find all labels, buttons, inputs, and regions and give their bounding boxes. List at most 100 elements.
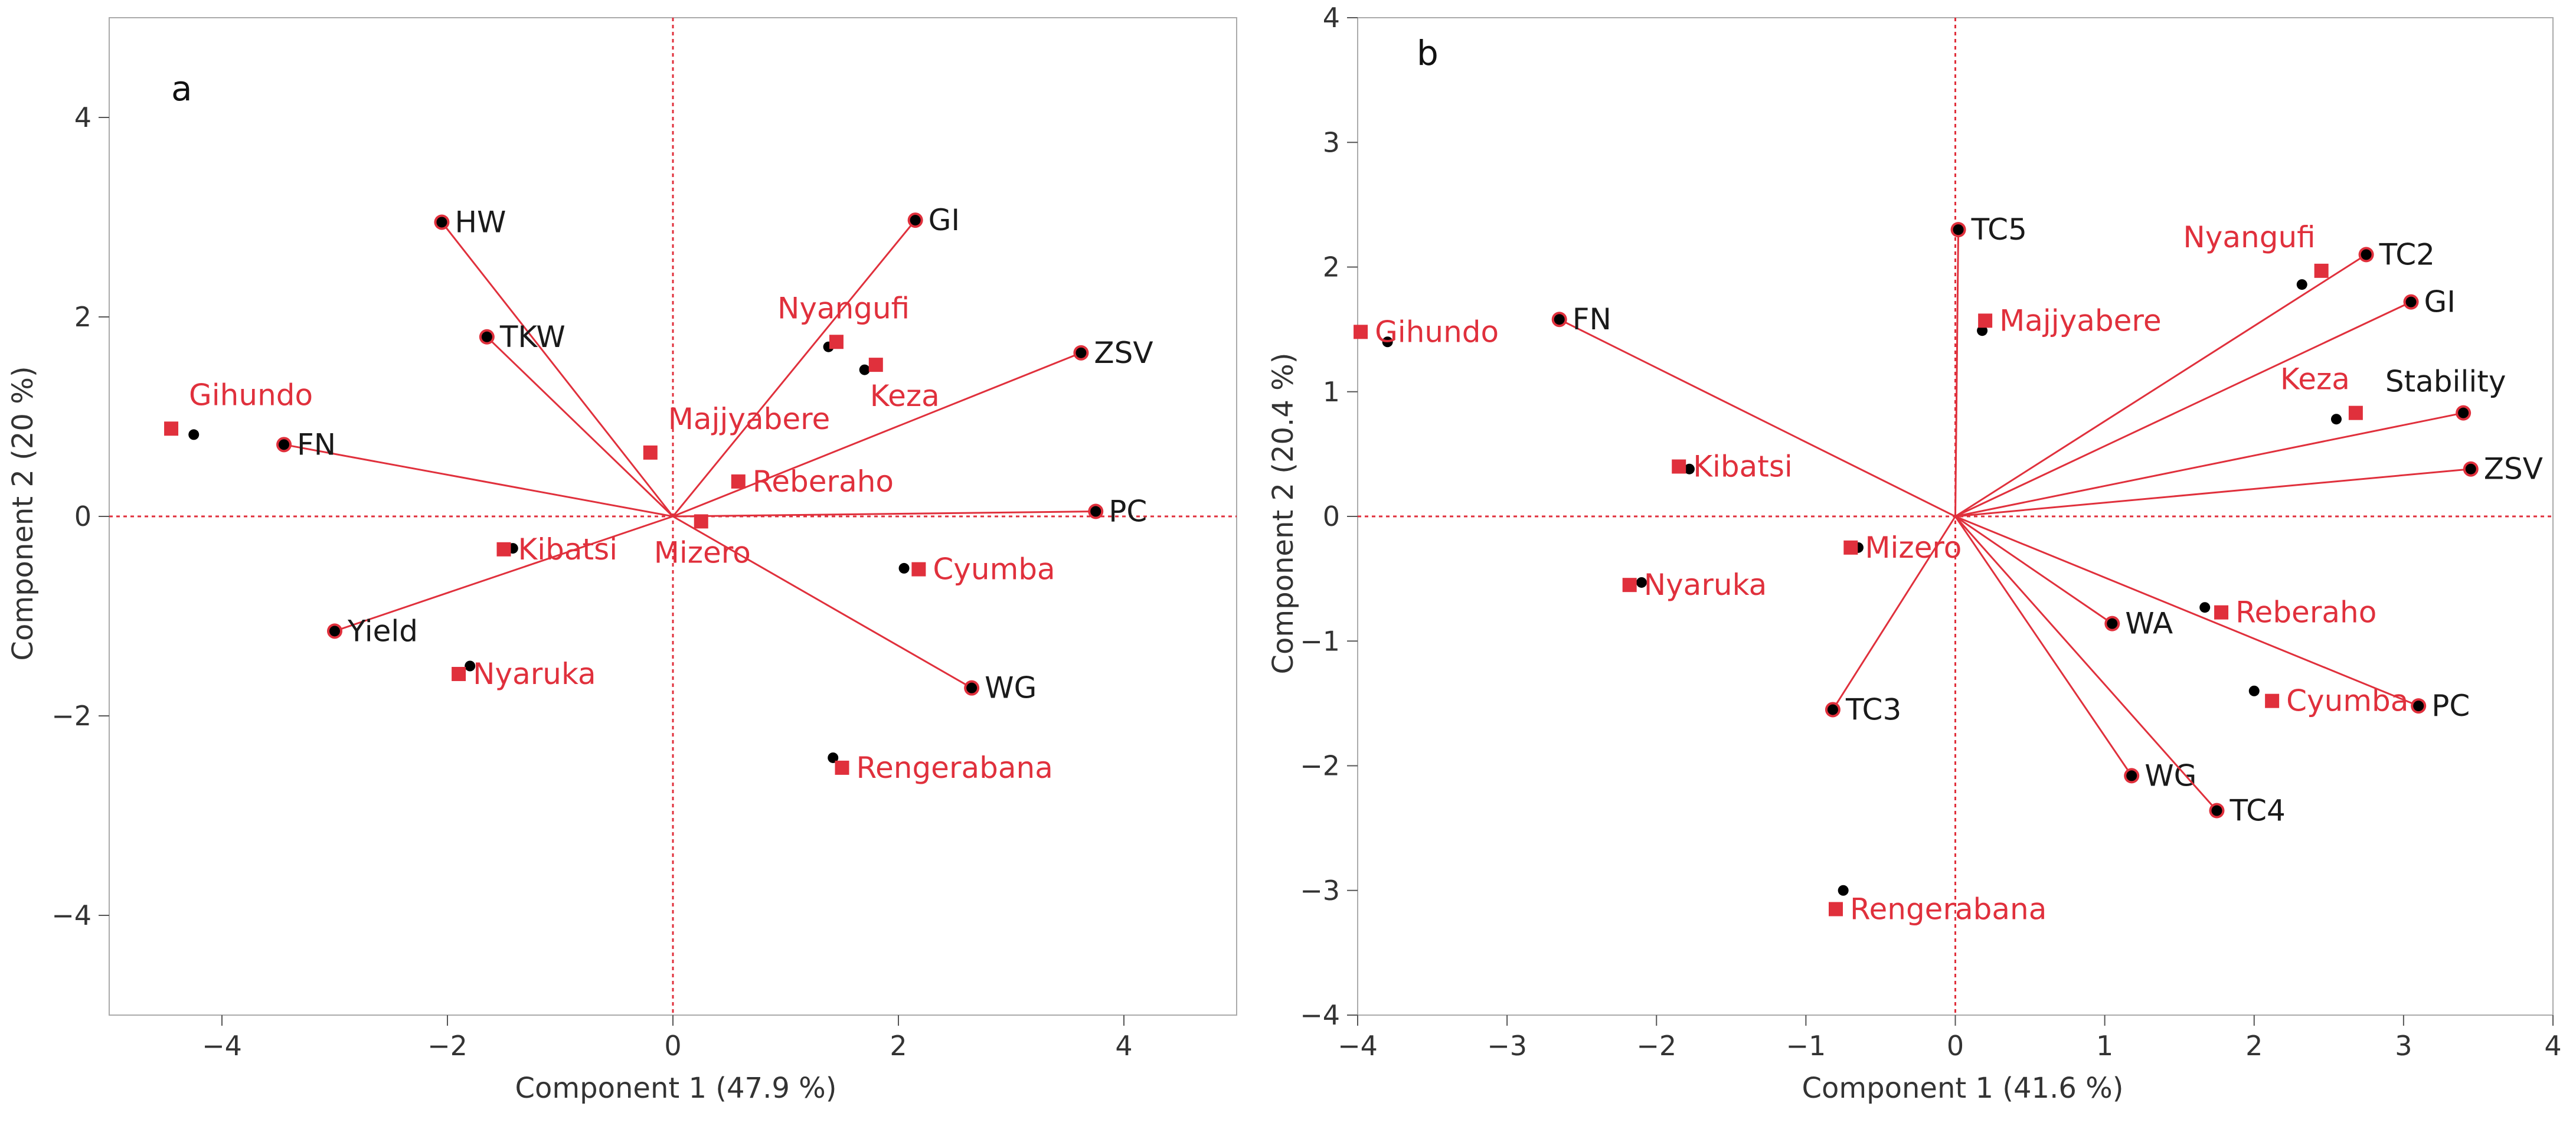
x-axis-label: Component 1 (47.9 %) — [515, 1072, 837, 1105]
genotype-point — [2248, 685, 2260, 696]
y-tick-label: 4 — [1323, 2, 1340, 34]
genotype-point — [2296, 279, 2307, 290]
loading-vector — [672, 510, 1096, 518]
panel-label: a — [171, 68, 192, 109]
genotype-marker — [1843, 540, 1858, 555]
loading-point — [2107, 618, 2118, 629]
x-tick-label: 2 — [890, 1030, 907, 1062]
biplot-panel-b: −4 −3 −2 −1 0 1 2 3 4 −4 −3 −2 −1 0 1 2 3 4 Component 1 (4… — [1267, 2, 2562, 1105]
x-tick-label: −2 — [1636, 1030, 1676, 1062]
loading-label: WG — [985, 671, 1037, 705]
loading-vector — [1955, 468, 2471, 518]
genotype-marker — [496, 542, 511, 557]
genotype-label: Majjyabere — [668, 402, 831, 436]
genotype-marker — [452, 667, 466, 682]
genotype-marker — [1672, 459, 1686, 474]
loading-label: TKW — [499, 320, 565, 354]
y-axis-label: Component 2 (20 %) — [6, 366, 40, 660]
y-tick-label: −3 — [1300, 875, 1340, 907]
y-tick-label: 1 — [1323, 376, 1340, 408]
y-tick-label: 2 — [1323, 251, 1340, 283]
loading-label: PC — [1109, 495, 1147, 529]
genotype-label: Keza — [870, 379, 940, 413]
loading-label: Yield — [347, 614, 418, 648]
genotype-marker — [2265, 693, 2280, 708]
loading-label: TC3 — [1845, 692, 1901, 727]
loading-vector — [1954, 515, 2419, 707]
loading-vector — [672, 352, 1081, 518]
genotype-marker — [2348, 405, 2363, 420]
loading-vector — [441, 221, 674, 517]
genotype-label: Cyumba — [933, 552, 1055, 587]
x-axis-label: Component 1 (41.6 %) — [1802, 1072, 2124, 1105]
genotype-point — [828, 752, 839, 763]
panel-label: b — [1417, 33, 1439, 73]
loading-label: HW — [455, 205, 506, 239]
loading-point — [2361, 249, 2372, 260]
genotype-label: Nyangufi — [2183, 220, 2315, 254]
loading-label: FN — [297, 427, 336, 462]
loading-vector — [486, 336, 674, 518]
loading-label: GI — [929, 203, 960, 237]
genotype-label: Majjyabere — [1999, 303, 2162, 338]
genotype-marker — [1622, 578, 1637, 593]
loading-label: FN — [1573, 302, 1611, 336]
y-tick-label: 3 — [1323, 126, 1340, 158]
genotype-label: Rengerabana — [1850, 892, 2047, 926]
genotype-point — [1838, 885, 1849, 896]
x-tick-label: 4 — [2544, 1030, 2561, 1062]
genotype-marker — [643, 445, 658, 460]
loading-vector — [1559, 318, 1956, 518]
genotype-point — [465, 660, 476, 672]
loading-vector — [283, 443, 674, 518]
genotype-label: Kibatsi — [518, 532, 618, 567]
x-tick-label: −4 — [202, 1030, 242, 1062]
genotype-marker — [694, 514, 708, 529]
genotype-label: Cyumba — [2286, 684, 2408, 718]
loading-vector — [1955, 412, 2464, 518]
loading-label: WG — [2145, 758, 2196, 793]
x-tick-label: 0 — [1947, 1030, 1964, 1062]
y-tick-label: −2 — [1300, 750, 1340, 782]
loading-vector — [1954, 230, 1960, 517]
loading-label: TC2 — [2379, 237, 2435, 271]
genotype-point — [2330, 414, 2342, 425]
genotype-label: Mizero — [654, 535, 751, 570]
genotype-label: Nyaruka — [1644, 568, 1767, 602]
x-tick-label: 4 — [1115, 1030, 1132, 1062]
genotype-point — [188, 429, 200, 440]
genotype-point — [2199, 602, 2211, 613]
loading-point — [910, 215, 921, 226]
genotype-marker — [1829, 902, 1843, 917]
loading-point — [966, 682, 978, 693]
genotype-label: Kibatsi — [1693, 450, 1793, 484]
genotype-label: Gihundo — [189, 378, 313, 412]
loading-vector — [1954, 515, 2113, 624]
x-tick-label: −3 — [1487, 1030, 1527, 1062]
loading-point — [481, 331, 492, 342]
genotype-marker — [829, 335, 844, 349]
genotype-label: Gihundo — [1375, 315, 1499, 349]
loading-point — [436, 217, 447, 228]
y-tick-label: −4 — [1300, 999, 1340, 1031]
loading-point — [329, 626, 340, 637]
genotype-marker — [2214, 605, 2229, 620]
y-tick-label: 0 — [1323, 500, 1340, 532]
genotype-marker — [164, 421, 179, 436]
loading-point — [1827, 704, 1838, 715]
x-tick-label: −2 — [427, 1030, 468, 1062]
genotype-marker — [2314, 263, 2329, 278]
x-tick-label: 2 — [2245, 1030, 2263, 1062]
loading-point — [2458, 407, 2469, 418]
y-tick-label: 4 — [74, 102, 91, 133]
loading-point — [1090, 506, 1101, 517]
x-tick-label: 0 — [664, 1030, 681, 1062]
genotype-label: Mizero — [1865, 531, 1962, 565]
genotype-point — [1683, 463, 1695, 474]
loading-label: TC4 — [2229, 794, 2285, 828]
loading-label: ZSV — [2484, 452, 2543, 486]
loading-vector — [672, 220, 916, 517]
y-axis-label: Component 2 (20.4 %) — [1267, 353, 1300, 675]
genotype-marker — [835, 760, 849, 775]
genotype-point — [1382, 336, 1393, 348]
